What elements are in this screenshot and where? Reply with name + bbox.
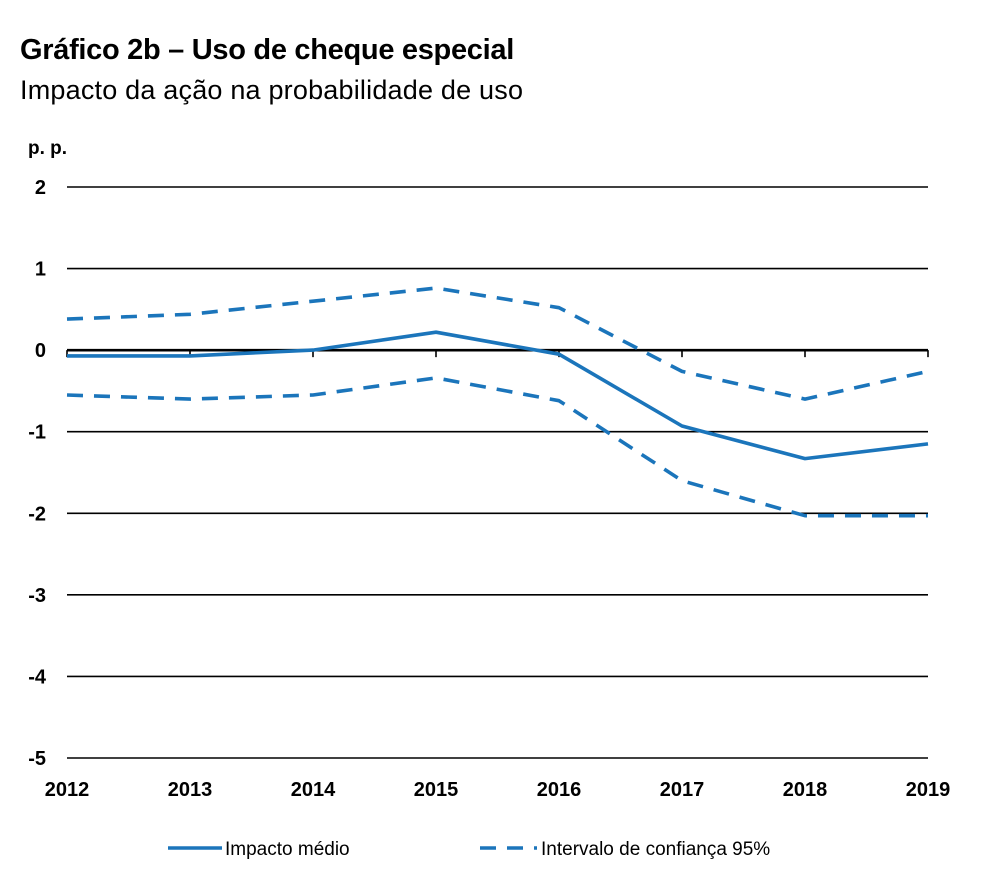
gridlines	[66, 186, 929, 759]
y-tick-labels: 2 1 0 -1 -2 -3 -4 -5	[28, 177, 47, 770]
legend-label: Intervalo de confiança 95%	[541, 839, 770, 860]
x-tick-label: 2019	[906, 779, 951, 801]
confidence-interval-line	[66, 286, 929, 401]
x-tick-labels: 2012 2013 2014 2015 2016 2017 2018 2019	[45, 779, 951, 801]
y-tick-label: 1	[35, 259, 46, 281]
y-tick-label: 0	[35, 340, 46, 362]
series-lines	[66, 286, 929, 518]
x-tick-label: 2013	[168, 779, 213, 801]
y-tick-label: -2	[28, 503, 46, 525]
y-axis-unit-label: p. p.	[28, 138, 68, 159]
chart-title: Gráfico 2b – Uso de cheque especial	[20, 34, 514, 66]
confidence-interval-line	[66, 376, 928, 518]
legend-label: Impacto médio	[225, 839, 350, 860]
average-impact-line	[67, 330, 929, 461]
x-tick-label: 2014	[291, 779, 336, 801]
y-tick-label: -5	[28, 748, 46, 770]
chart-subtitle: Impacto da ação na probabilidade de uso	[20, 75, 524, 105]
x-tick-label: 2017	[660, 779, 705, 801]
x-tick-label: 2012	[45, 779, 90, 801]
legend: Impacto médio Intervalo de confiança 95%	[168, 839, 770, 860]
x-tick-label: 2016	[537, 779, 582, 801]
y-tick-label: -3	[28, 585, 46, 607]
y-tick-label: 2	[35, 177, 46, 199]
x-tick-label: 2018	[783, 779, 828, 801]
x-tick-label: 2015	[414, 779, 459, 801]
y-tick-label: -1	[28, 422, 46, 444]
y-tick-label: -4	[28, 666, 47, 688]
